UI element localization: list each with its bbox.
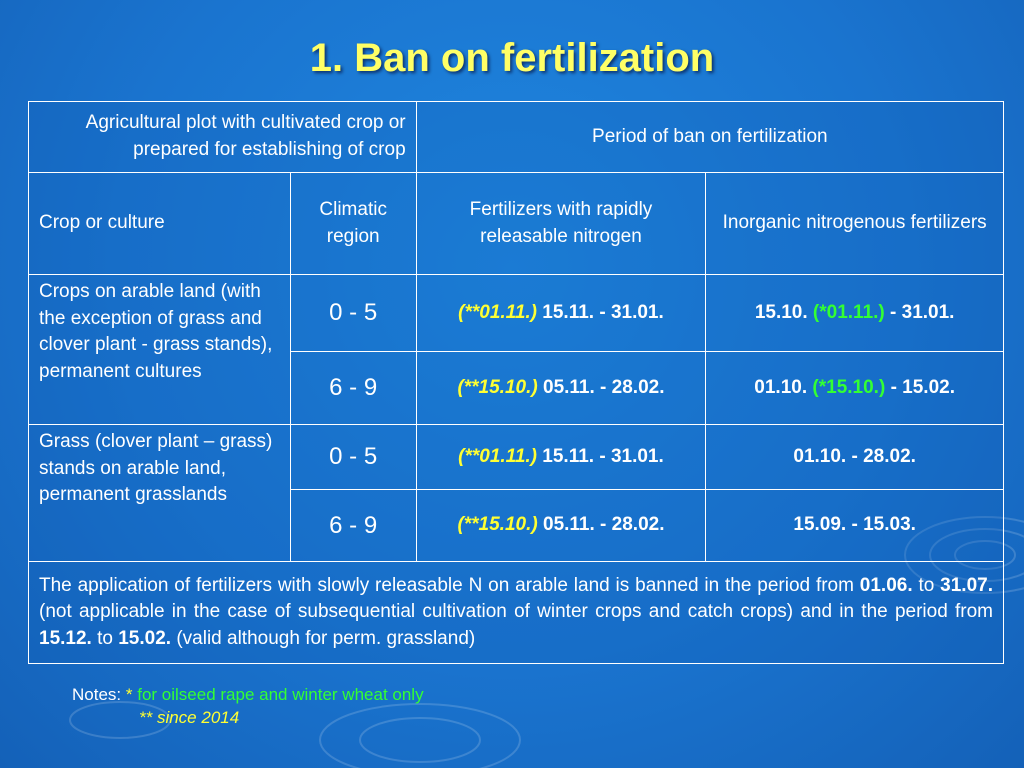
header-crop: Crop or culture [28, 172, 291, 275]
rapid-period-cell: (**01.11.) 15.11. - 31.01. [415, 274, 707, 352]
inorganic-period-cell: 01.10. (*15.10.) - 15.02. [705, 351, 1004, 425]
footnote-marker: (*01.11.) [812, 301, 885, 323]
climatic-region-cell: 0 - 5 [289, 424, 417, 490]
footnote-marker: (**15.10.) [457, 376, 538, 398]
footer-text: (not applicable in the case of subsequen… [39, 601, 993, 623]
footer-date: 15.12. [39, 627, 92, 649]
header-rapid-fertilizers: Fertilizers with rapidly releasable nitr… [415, 172, 707, 275]
table-row: Crops on arable land (with the exception… [28, 274, 1004, 425]
notes-row-1: Notes: * for oilseed rape and winter whe… [72, 685, 424, 705]
notes: Notes: * for oilseed rape and winter whe… [72, 685, 424, 728]
header-plot: Agricultural plot with cultivated crop o… [28, 101, 417, 173]
inorganic-period-cell: 15.09. - 15.03. [705, 489, 1004, 562]
footnote-marker: (**01.11.) [458, 445, 537, 467]
header-climatic-region: Climatic region [289, 172, 417, 275]
crop-arable-land: Crops on arable land (with the exception… [28, 274, 291, 425]
note-star: * [125, 685, 133, 704]
footer-text: The application of fertilizers with slow… [39, 574, 860, 596]
footer-date: 01.06. [859, 574, 913, 596]
inorganic-period-cell: 01.10. - 28.02. [705, 424, 1004, 490]
rapid-period-cell: (**15.10.) 05.11. - 28.02. [415, 489, 707, 562]
period-end: - 15.02. [890, 376, 955, 398]
footnote-marker: (**15.10.) [457, 514, 538, 536]
note-since-2014: ** since 2014 [139, 708, 240, 727]
footer-text: to [912, 574, 941, 596]
notes-label: Notes: [72, 685, 122, 704]
slide-title: 1. Ban on fertilization [309, 36, 715, 80]
footer-date: 31.07. [940, 574, 993, 596]
rapid-period-cell: (**01.11.) 15.11. - 31.01. [415, 424, 707, 490]
header-inorganic-fertilizers: Inorganic nitrogenous fertilizers [705, 172, 1004, 275]
period-value: 15.11. - 31.01. [542, 301, 664, 323]
footer-text: to [91, 627, 119, 649]
climatic-region-cell: 6 - 9 [289, 489, 417, 562]
footer-date: 15.02. [118, 627, 172, 649]
header-period: Period of ban on fertilization [415, 101, 1005, 173]
footnote-marker: (*15.10.) [812, 376, 886, 398]
table-row: 6 - 9 (**15.10.) 05.11. - 28.02. 15.09. … [29, 489, 1004, 562]
note-oilseed: for oilseed rape and winter wheat only [137, 685, 424, 704]
period-value: 05.11. - 28.02. [543, 514, 665, 536]
table-header-row: Agricultural plot with cultivated crop o… [28, 101, 1005, 173]
slow-release-note: The application of fertilizers with slow… [28, 561, 1004, 664]
crop-grass-stands: Grass (clover plant – grass) stands on a… [28, 424, 291, 562]
climatic-region-cell: 0 - 5 [289, 274, 417, 352]
fertilization-ban-table: Agricultural plot with cultivated crop o… [28, 101, 1005, 664]
period-start: 15.10. [754, 301, 808, 323]
footnote-marker: (**01.11.) [458, 301, 537, 323]
period-value: 15.11. - 31.01. [542, 445, 664, 467]
table-footer-row: The application of fertilizers with slow… [28, 561, 1004, 664]
inorganic-period-cell: 15.10. (*01.11.) - 31.01. [705, 274, 1004, 352]
period-end: - 31.01. [890, 301, 955, 323]
period-value: 05.11. - 28.02. [543, 376, 665, 398]
footer-text: (valid although for perm. grassland) [171, 627, 476, 649]
table-row: Grass (clover plant – grass) stands on a… [28, 424, 1004, 562]
climatic-region-cell: 6 - 9 [289, 351, 417, 425]
table-subheader-row: Crop or culture Climatic region Fertiliz… [28, 172, 1004, 275]
period-start: 01.10. [754, 376, 808, 398]
rapid-period-cell: (**15.10.) 05.11. - 28.02. [415, 351, 707, 425]
